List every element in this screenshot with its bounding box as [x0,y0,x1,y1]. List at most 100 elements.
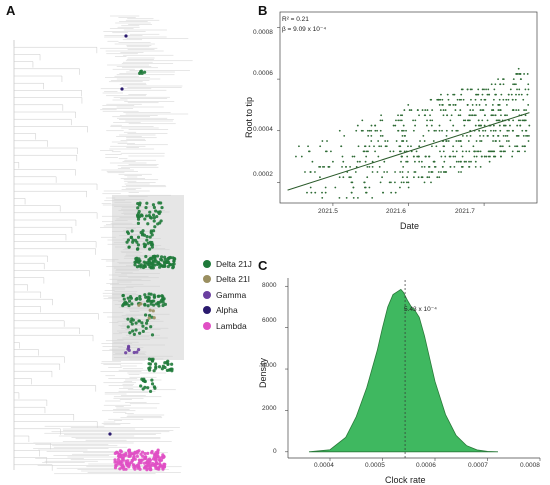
data-point [392,124,395,127]
data-point [359,160,361,163]
tip-point [149,302,153,306]
tip-point [127,299,132,303]
tip-point [144,214,149,218]
data-point [377,155,380,158]
tip-point [150,378,154,382]
data-point [310,191,313,194]
tip-point [132,350,136,355]
data-point [457,160,460,163]
data-point [379,119,382,122]
tip-point [151,229,156,233]
data-point [365,155,368,158]
data-point [440,155,443,158]
data-point [367,134,370,137]
tip-point [166,362,170,366]
data-point [440,171,442,173]
data-point [397,119,400,122]
data-point [332,160,334,163]
tip-point [129,451,134,456]
tip-point [146,451,150,456]
data-point [471,114,473,117]
data-point [415,150,418,153]
data-point [349,176,352,179]
data-point [439,98,442,101]
tip-point [136,212,141,216]
data-point [515,83,517,86]
data-point [526,134,529,137]
data-point [491,104,494,106]
data-point [401,114,404,117]
tip-point [136,206,140,210]
data-point [406,176,409,179]
tip-point [155,462,159,466]
data-point [479,140,481,142]
tip-point [139,461,143,465]
panel-c-label: C [258,258,268,273]
data-point [401,134,404,137]
data-point [497,109,500,111]
data-point [362,150,365,153]
data-point [492,129,495,132]
tip-point [163,262,167,266]
tip-point [139,265,143,269]
data-point [482,109,485,111]
tip-point [113,458,117,462]
data-point [407,104,410,106]
plot-b-x-title: Date [400,221,420,231]
data-point [441,165,444,168]
data-point [378,145,381,148]
data-point [459,109,462,111]
panel-b-label: B [258,3,268,18]
tip-point [135,454,139,458]
data-point [498,119,501,122]
data-point [485,104,487,106]
data-point [400,119,403,122]
data-point [412,129,415,132]
data-point [443,160,446,163]
data-point [399,119,401,122]
data-point [524,129,527,132]
data-point [366,129,369,132]
tip-point [137,259,141,263]
data-point [341,155,344,158]
data-point [379,181,382,184]
tip-point [137,348,141,352]
tip-point [150,257,154,261]
data-point [511,155,514,158]
tip-point [152,219,156,223]
tip-point [138,331,142,335]
tip-point [135,240,139,244]
data-point [400,160,402,163]
data-point [462,98,465,101]
data-point [455,150,458,153]
tip-point [126,317,130,321]
tip-point [113,460,117,464]
tip-point [152,295,156,299]
data-point [483,124,486,127]
plot-b-y-tick: 0.0006 [253,70,273,77]
tip-point [144,254,148,259]
data-point [513,83,516,86]
tip-point [144,206,148,210]
tip-point [141,329,145,333]
data-point [507,98,510,101]
tip-point [160,464,164,468]
plot-b-x-tick: 2021.7 [455,208,475,215]
data-point [477,124,480,127]
tip-point [134,321,138,325]
data-point [394,191,397,194]
data-point [453,93,456,96]
data-point [523,119,526,122]
tip-point [148,210,152,214]
data-point [418,114,420,117]
tip-point [160,205,164,210]
data-point [457,114,460,117]
data-point [437,98,440,101]
plot-c-y-tick: 6000 [262,317,277,324]
tip-point [116,454,121,458]
data-point [445,134,448,137]
data-point [494,140,497,142]
data-point [342,176,345,179]
data-point [477,119,480,122]
